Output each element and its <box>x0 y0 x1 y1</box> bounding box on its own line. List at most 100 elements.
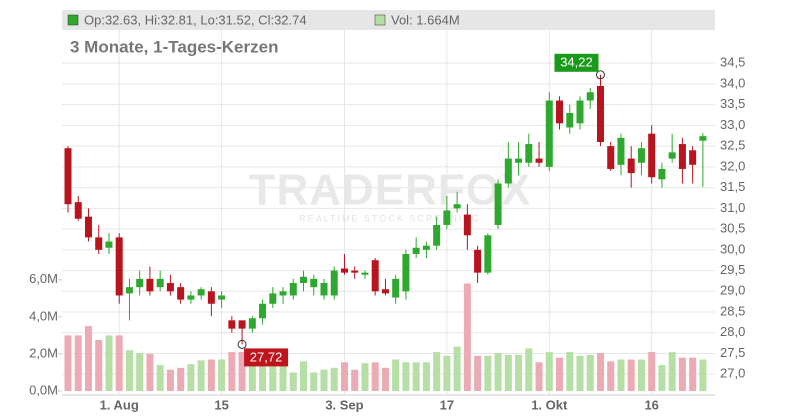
x-tick-label: 15 <box>214 397 228 412</box>
extreme-marker <box>595 70 605 80</box>
volume-bar <box>699 359 707 391</box>
candle-body <box>320 283 328 296</box>
volume-bar <box>115 335 123 391</box>
y-tick-label: 28,0 <box>720 324 745 339</box>
legend-swatch <box>374 14 386 26</box>
candle-body <box>556 100 564 124</box>
extreme-marker <box>237 339 247 349</box>
volume-bar <box>637 359 645 391</box>
candle-body <box>504 158 512 184</box>
volume-bar <box>371 362 379 391</box>
candle-body <box>300 276 308 284</box>
volume-bar <box>197 360 205 391</box>
volume-bar <box>136 353 144 391</box>
candle-body <box>525 144 533 163</box>
y2-tick-label: 2,0M <box>29 345 58 360</box>
candle-body <box>637 148 645 163</box>
volume-bar <box>310 372 318 391</box>
candle-body <box>412 247 420 254</box>
volume-bar <box>361 363 369 391</box>
candle-body <box>545 100 553 167</box>
volume-bar <box>535 362 543 391</box>
candle-body <box>586 92 594 101</box>
candle-body <box>115 237 123 296</box>
candle-body <box>207 291 215 304</box>
volume-bar <box>392 359 400 391</box>
volume-bar <box>463 283 471 391</box>
candle-body <box>689 150 697 165</box>
candle-body <box>576 100 584 124</box>
volume-bar <box>248 352 256 391</box>
volume-bar <box>627 359 635 391</box>
candle-body <box>494 183 502 225</box>
y-tick-label: 32,0 <box>720 158 745 173</box>
candle-body <box>515 158 523 163</box>
y-tick-label: 29,5 <box>720 262 745 277</box>
volume-bar <box>64 335 72 391</box>
volume-bar <box>146 353 154 391</box>
candle-body <box>422 245 430 250</box>
volume-bar <box>381 367 389 391</box>
candle-body <box>340 268 348 273</box>
candle-body <box>484 235 492 273</box>
candle-body <box>248 318 256 329</box>
y-tick-label: 27,5 <box>720 345 745 360</box>
candle-body <box>402 253 410 292</box>
candle-body <box>238 320 246 329</box>
y-tick-label: 30,5 <box>720 221 745 236</box>
volume-bar <box>433 352 441 391</box>
candle-body <box>187 295 195 300</box>
volume-bar <box>300 361 308 391</box>
volume-bar <box>351 369 359 391</box>
volume-bar <box>668 352 676 391</box>
x-tick-label: 3. Sep <box>325 397 363 412</box>
volume-bar <box>648 352 656 391</box>
candle-body <box>105 241 113 248</box>
volume-bar <box>525 348 533 391</box>
volume-bar <box>218 359 226 391</box>
volume-bar <box>289 372 297 391</box>
volume-bar <box>545 352 553 391</box>
volume-bar <box>95 340 103 391</box>
volume-bar <box>504 354 512 391</box>
y2-tick-label: 0,0M <box>29 382 58 397</box>
volume-bar <box>187 364 195 391</box>
candle-body <box>627 158 635 174</box>
candle-body <box>371 260 379 292</box>
y-tick-label: 28,5 <box>720 303 745 318</box>
legend-ohlc: Op:32.63, Hi:32.81, Lo:31.52, Cl:32.74 <box>84 12 307 27</box>
y-tick-label: 27,0 <box>720 366 745 381</box>
y-tick-label: 31,0 <box>720 200 745 215</box>
candle-body <box>433 224 441 246</box>
candle-body <box>607 146 615 169</box>
candle-body <box>596 85 604 142</box>
volume-bar <box>556 357 564 391</box>
volume-bar <box>453 346 461 391</box>
candle-body <box>535 158 543 163</box>
volume-bar <box>207 359 215 391</box>
candle-body <box>228 320 236 329</box>
volume-bar <box>689 357 697 391</box>
x-tick-label: 16 <box>644 397 658 412</box>
volume-bar <box>412 362 420 391</box>
legend-bar <box>62 10 715 30</box>
annotation-label: 34,22 <box>560 55 593 70</box>
volume-bar <box>320 369 328 391</box>
volume-bar <box>340 362 348 391</box>
candle-body <box>64 148 72 205</box>
marks: 34,22 27,72 <box>64 53 707 391</box>
candle-body <box>617 137 625 165</box>
volume-bar <box>269 362 277 391</box>
volume-bar <box>156 365 164 391</box>
volume-bar <box>576 355 584 391</box>
x-tick-label: 17 <box>440 397 454 412</box>
candle-body <box>197 289 205 296</box>
y-tick-label: 33,5 <box>720 96 745 111</box>
candle-body <box>648 133 656 178</box>
candle-body <box>351 270 359 273</box>
subtitle: 3 Monate, 1-Tages-Kerzen <box>70 37 278 56</box>
y-tick-label: 34,0 <box>720 75 745 90</box>
candle-body <box>166 283 174 292</box>
candle-body <box>678 144 686 169</box>
y-tick-label: 31,5 <box>720 179 745 194</box>
